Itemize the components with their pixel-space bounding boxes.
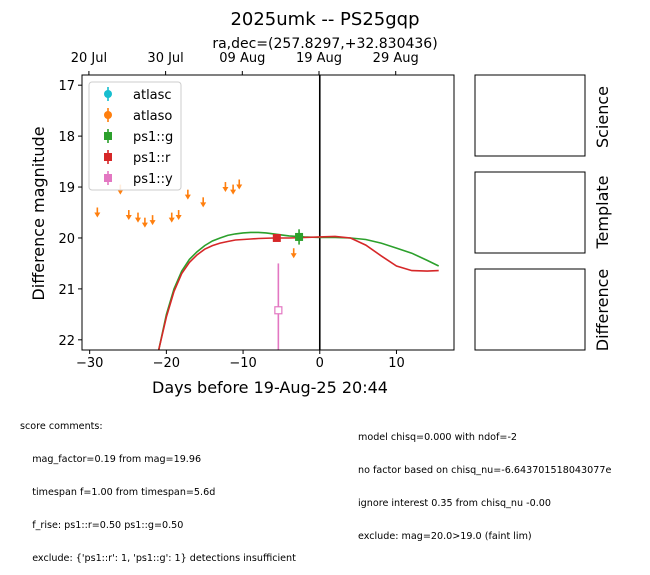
legend-box (88, 81, 182, 191)
upper-limit-head (149, 220, 156, 226)
detection-ps1-g (295, 229, 304, 245)
legend-marker (104, 153, 112, 161)
science-panel (474, 74, 586, 157)
top-tick-label: 29 Aug (373, 51, 419, 66)
y-tick-label: 17 (58, 79, 75, 94)
upper-limit-head (236, 184, 243, 190)
legend-marker (104, 132, 112, 140)
y-tick-label: 21 (58, 283, 75, 298)
top-tick-label: 19 Aug (296, 51, 342, 66)
upper-limit-head (230, 189, 237, 195)
x-tick-label: 0 (316, 356, 324, 371)
legend-item: ps1::y (104, 171, 173, 187)
detection-ps1-y (274, 263, 283, 350)
legend-item: atlaso (104, 108, 172, 124)
comment-line: mag_factor=0.19 from mag=19.96 (20, 454, 202, 465)
chart-subtitle: ra,dec=(257.8297,+32.830436) (212, 36, 437, 52)
legend-marker (104, 90, 112, 98)
detection-marker (272, 233, 281, 242)
detection-marker (274, 306, 283, 315)
model-curve-ps1-r (157, 235, 439, 350)
upper-limit-arrow (184, 189, 191, 200)
legend-label: ps1::g (133, 130, 173, 145)
upper-limit-head (184, 194, 191, 200)
science-label: Science (593, 86, 612, 148)
upper-limit-arrow (141, 217, 148, 228)
upper-limit-arrow (175, 210, 182, 221)
comment-line: f_rise: ps1::r=0.50 ps1::g=0.50 (20, 520, 184, 531)
y-tick-label: 20 (58, 232, 75, 247)
top-tick-label: 09 Aug (219, 51, 265, 66)
y-tick-label: 19 (58, 181, 75, 196)
legend-label: ps1::r (133, 151, 171, 166)
upper-limit-head (94, 212, 101, 218)
difference-label: Difference (593, 269, 612, 351)
upper-limit-arrow (149, 215, 156, 226)
legend-item: ps1::g (104, 129, 173, 145)
legend-item: ps1::r (104, 150, 171, 166)
axes-frame (81, 74, 455, 351)
upper-limit-arrow (290, 248, 297, 259)
x-tick-label: −20 (153, 356, 180, 371)
upper-limit-head (290, 253, 297, 259)
upper-limit-head (117, 189, 124, 195)
template-panel (474, 171, 586, 254)
comment-line: score comments: (20, 421, 103, 432)
upper-limit-head (168, 217, 175, 223)
model-comments: model chisq=0.000 with ndof=-2 no factor… (358, 410, 611, 553)
plot-area: −30 −20 −10 0 10 17 18 19 20 21 22 20 Jul 30 Jul 09 A… (29, 51, 455, 397)
figure: 2025umk -- PS25gqp ra,dec=(257.8297,+32.… (29, 9, 612, 397)
plot-inner (94, 75, 440, 350)
detection-ps1-r (272, 233, 281, 242)
y-axis-label: Difference magnitude (29, 126, 48, 300)
upper-limit-arrow (125, 210, 132, 221)
top-tick-label: 20 Jul (71, 51, 107, 66)
upper-limit-head (175, 215, 182, 221)
upper-limit-head (141, 222, 148, 228)
legend-marker (104, 174, 112, 182)
x-tick-label: −30 (76, 356, 103, 371)
x-axis-label: Days before 19-Aug-25 20:44 (152, 378, 388, 397)
score-comments: score comments: mag_factor=0.19 from mag… (20, 399, 296, 575)
legend-marker (104, 111, 112, 119)
top-tick-label: 30 Jul (147, 51, 183, 66)
upper-limit-head (125, 215, 132, 221)
model-curve-ps1-g (157, 231, 440, 350)
upper-limit-arrow (222, 182, 229, 193)
legend-label: atlaso (133, 109, 172, 124)
detection-marker (295, 232, 304, 241)
upper-limit-head (222, 187, 229, 193)
upper-limit-arrow (134, 212, 141, 223)
x-tick-label: −10 (229, 356, 256, 371)
upper-limit-arrow (230, 184, 237, 195)
comment-line: exclude: {'ps1::r': 1, 'ps1::g': 1} dete… (20, 553, 296, 564)
comment-line: model chisq=0.000 with ndof=-2 (358, 432, 518, 443)
legend-label: ps1::y (133, 172, 173, 187)
upper-limit-head (134, 217, 141, 223)
x-tick-label: 10 (388, 356, 405, 371)
comment-line: no factor based on chisq_nu=-6.643701518… (358, 465, 612, 476)
upper-limit-head (200, 202, 207, 208)
y-tick-label: 18 (58, 130, 75, 145)
upper-limit-arrow (94, 207, 101, 218)
legend-item: atlasc (104, 87, 172, 103)
legend-label: atlasc (133, 88, 172, 103)
upper-limit-arrow (200, 197, 207, 208)
comment-line: timespan f=1.00 from timespan=5.6d (20, 487, 216, 498)
difference-panel (474, 268, 586, 351)
upper-limit-arrow (168, 212, 175, 223)
y-tick-label: 22 (58, 334, 75, 349)
comment-line: exclude: mag=20.0>19.0 (faint lim) (358, 531, 532, 542)
template-label: Template (593, 175, 612, 249)
upper-limit-arrow (236, 179, 243, 190)
chart-title: 2025umk -- PS25gqp (230, 9, 419, 30)
